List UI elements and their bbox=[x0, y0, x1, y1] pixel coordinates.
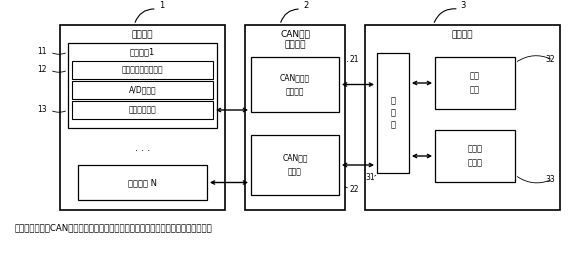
Text: 节点控制模块: 节点控制模块 bbox=[128, 106, 156, 114]
Bar bbox=[68, 43, 217, 128]
Bar bbox=[72, 81, 213, 99]
Text: 图为本发明基于CAN总线的分布式甲醛浓度监测装置于一实施例中的模块组成示意图: 图为本发明基于CAN总线的分布式甲醛浓度监测装置于一实施例中的模块组成示意图 bbox=[15, 224, 213, 232]
Text: 单: 单 bbox=[391, 96, 396, 106]
Text: 机: 机 bbox=[391, 120, 396, 130]
Text: 甲醛浓度检测传感器: 甲醛浓度检测传感器 bbox=[122, 66, 163, 75]
Text: CAN总线: CAN总线 bbox=[280, 29, 310, 39]
Text: 31: 31 bbox=[365, 174, 375, 183]
Bar bbox=[78, 165, 207, 200]
Text: A/D转换器: A/D转换器 bbox=[128, 86, 156, 94]
Bar bbox=[72, 101, 213, 119]
Text: 手机通: 手机通 bbox=[468, 144, 482, 154]
Text: CAN总线电: CAN总线电 bbox=[280, 73, 310, 82]
Text: 1: 1 bbox=[159, 2, 164, 11]
Bar bbox=[251, 135, 339, 195]
Text: 通信模块: 通信模块 bbox=[284, 40, 305, 49]
Text: 12: 12 bbox=[37, 66, 47, 75]
Text: 11: 11 bbox=[37, 48, 47, 56]
Text: 3: 3 bbox=[461, 2, 466, 11]
Text: 22: 22 bbox=[350, 185, 360, 194]
Text: 检测节点1: 检测节点1 bbox=[130, 48, 155, 56]
Bar bbox=[377, 53, 409, 173]
Bar bbox=[60, 25, 225, 210]
Text: 检测节点: 检测节点 bbox=[132, 31, 153, 39]
Text: 主机模块: 主机模块 bbox=[452, 31, 473, 39]
Text: 32: 32 bbox=[545, 56, 555, 65]
Text: 平驱动器: 平驱动器 bbox=[286, 87, 304, 96]
Bar bbox=[72, 61, 213, 79]
Text: 21: 21 bbox=[350, 56, 360, 65]
Text: 片: 片 bbox=[391, 109, 396, 117]
Bar bbox=[245, 25, 345, 210]
Text: 13: 13 bbox=[37, 106, 47, 114]
Bar bbox=[435, 57, 515, 109]
Text: 装置: 装置 bbox=[470, 86, 480, 94]
Bar bbox=[365, 25, 560, 210]
Bar bbox=[435, 130, 515, 182]
Text: 发声: 发声 bbox=[470, 72, 480, 80]
Text: CAN总线: CAN总线 bbox=[282, 154, 308, 163]
Text: 检测节点 N: 检测节点 N bbox=[128, 178, 157, 187]
Text: . . .: . . . bbox=[135, 143, 150, 153]
Bar bbox=[251, 57, 339, 112]
Text: 33: 33 bbox=[545, 174, 555, 184]
Text: 控制器: 控制器 bbox=[288, 167, 302, 177]
Text: 2: 2 bbox=[303, 2, 308, 11]
Text: 信模块: 信模块 bbox=[468, 158, 482, 167]
